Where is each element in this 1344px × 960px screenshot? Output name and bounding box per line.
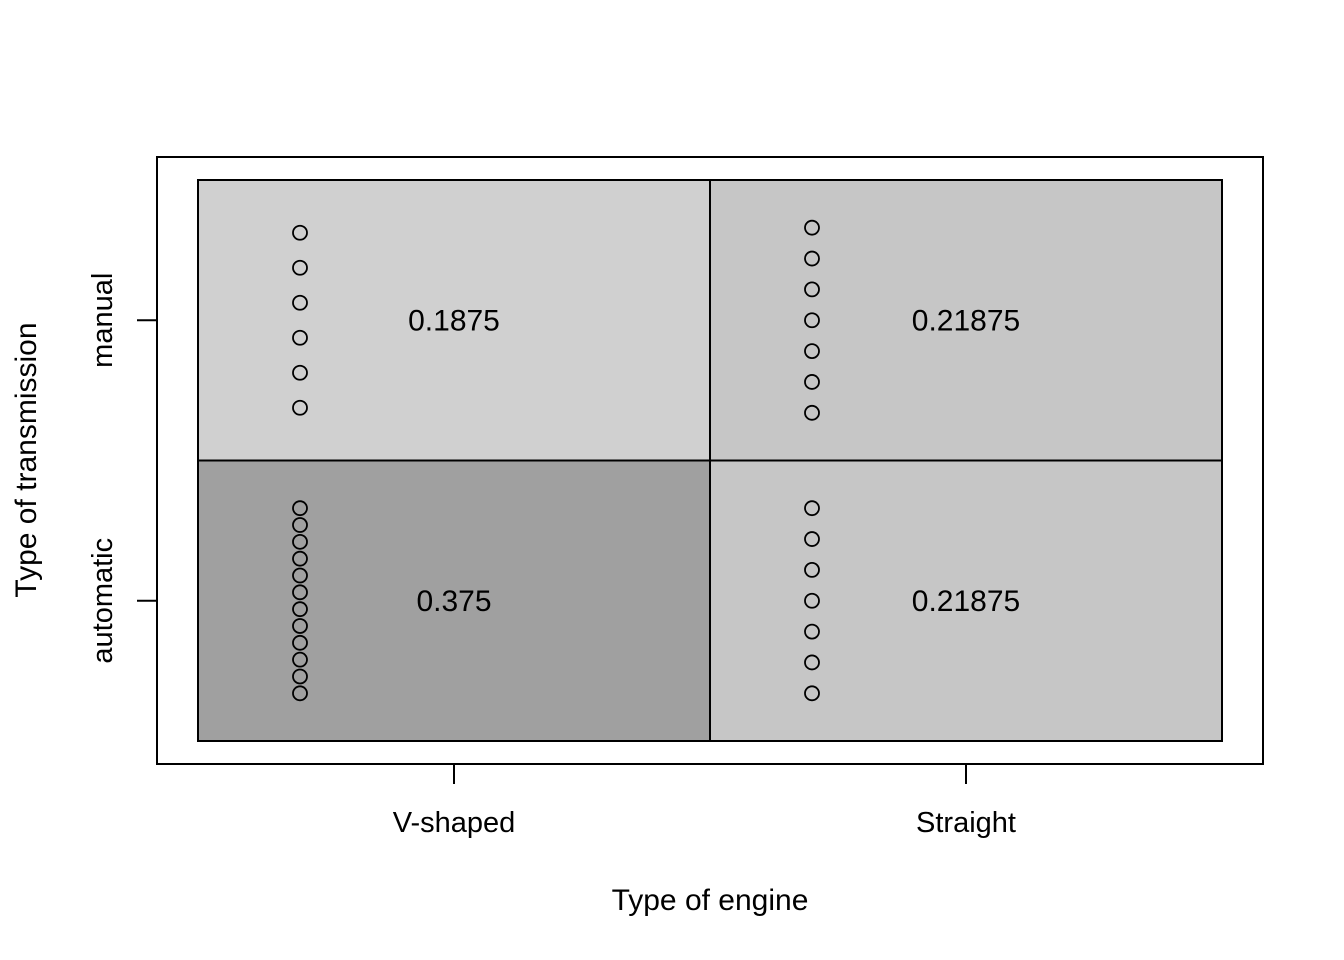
data-point <box>292 224 308 241</box>
cells-layer: 0.1875 0.21875 0.375 0.21875 <box>197 179 1223 742</box>
y-tick-label: manual <box>87 273 119 368</box>
y-tick-label: automatic <box>87 538 119 664</box>
cell-value-label: 0.375 <box>416 585 491 618</box>
plot-frame <box>156 156 1264 765</box>
cell-value-label: 0.21875 <box>912 304 1020 337</box>
data-point <box>292 601 308 618</box>
data-point <box>804 312 820 329</box>
data-point <box>292 550 308 567</box>
data-point <box>292 294 308 311</box>
x-axis-title: Type of engine <box>612 884 809 917</box>
cell-straight-manual <box>709 179 1223 462</box>
data-point <box>292 364 308 381</box>
data-point <box>804 561 820 578</box>
cell-straight-automatic <box>709 459 1223 742</box>
cell-v-shaped-manual <box>197 179 711 462</box>
data-point <box>804 250 820 267</box>
x-tick-label: V-shaped <box>393 807 516 839</box>
data-point <box>804 500 820 517</box>
cell-value-label: 0.21875 <box>912 585 1020 618</box>
data-point <box>804 531 820 547</box>
ticks-layer: V-shaped Straight automatic manual <box>87 273 1016 839</box>
data-point <box>804 343 820 360</box>
data-point <box>292 517 308 533</box>
data-point <box>292 500 308 517</box>
points-layer <box>292 219 820 702</box>
data-point <box>292 567 308 584</box>
data-point <box>292 651 308 668</box>
data-point <box>804 281 820 298</box>
data-point <box>292 399 308 416</box>
data-point <box>292 533 308 550</box>
data-point <box>804 623 820 640</box>
data-point <box>804 685 820 702</box>
data-point <box>292 584 308 601</box>
data-point <box>292 329 308 346</box>
data-point <box>292 668 308 685</box>
x-tick-label: Straight <box>916 807 1016 839</box>
data-point <box>804 374 820 390</box>
data-point <box>292 259 308 276</box>
y-axis-title: Type of transmission <box>10 322 43 597</box>
data-point <box>804 592 820 609</box>
data-point <box>804 219 820 236</box>
data-point <box>804 404 820 421</box>
data-point <box>292 618 308 634</box>
data-point <box>292 634 308 651</box>
cell-value-label: 0.1875 <box>408 304 500 337</box>
data-point <box>292 685 308 702</box>
data-point <box>804 654 820 671</box>
cell-v-shaped-automatic <box>197 459 711 742</box>
